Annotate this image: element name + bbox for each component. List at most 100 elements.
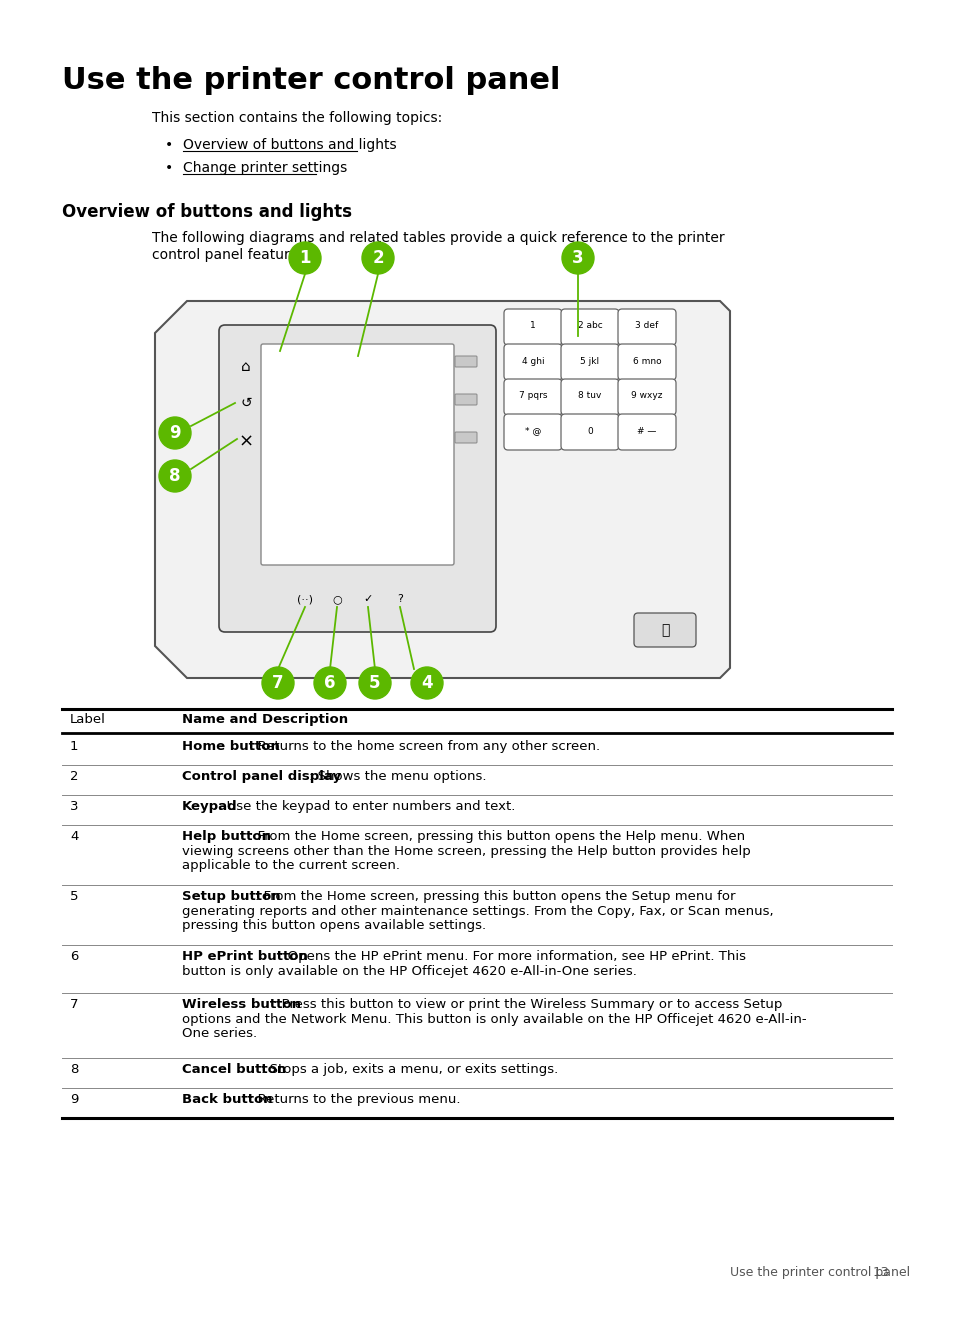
Text: ⌂: ⌂ [241,359,251,374]
Text: 4: 4 [70,830,78,843]
Text: : From the Home screen, pressing this button opens the Help menu. When: : From the Home screen, pressing this bu… [249,830,744,843]
Text: Overview of buttons and lights: Overview of buttons and lights [183,137,396,152]
Text: ○: ○ [332,594,341,604]
Text: 9 wxyz: 9 wxyz [631,391,662,400]
Text: Name and Description: Name and Description [182,713,348,727]
Text: This section contains the following topics:: This section contains the following topi… [152,111,442,125]
Text: 7: 7 [70,997,78,1011]
Text: pressing this button opens available settings.: pressing this button opens available set… [182,919,486,933]
Text: * @: * @ [524,427,540,436]
Text: Use the printer control panel: Use the printer control panel [62,66,560,95]
FancyBboxPatch shape [560,309,618,345]
FancyBboxPatch shape [560,413,618,450]
FancyBboxPatch shape [455,394,476,406]
Text: viewing screens other than the Home screen, pressing the Help button provides he: viewing screens other than the Home scre… [182,844,750,857]
Text: ×: × [238,433,253,450]
Text: 3: 3 [70,801,78,812]
FancyBboxPatch shape [634,613,696,647]
Text: : Press this button to view or print the Wireless Summary or to access Setup: : Press this button to view or print the… [273,997,781,1011]
FancyBboxPatch shape [503,379,561,415]
Text: : Returns to the previous menu.: : Returns to the previous menu. [249,1092,459,1106]
Text: ⏻: ⏻ [660,624,668,637]
Text: : Use the keypad to enter numbers and text.: : Use the keypad to enter numbers and te… [218,801,516,812]
Text: 4 ghi: 4 ghi [521,357,544,366]
Text: 1: 1 [70,740,78,753]
Text: 5: 5 [70,890,78,904]
Polygon shape [154,301,729,678]
Text: 4: 4 [420,674,433,692]
Text: generating reports and other maintenance settings. From the Copy, Fax, or Scan m: generating reports and other maintenance… [182,905,773,918]
Text: ✓: ✓ [363,594,373,604]
Text: Cancel button: Cancel button [182,1063,286,1077]
FancyBboxPatch shape [261,343,454,565]
Text: The following diagrams and related tables provide a quick reference to the print: The following diagrams and related table… [152,231,724,244]
Text: 6 mno: 6 mno [632,357,660,366]
FancyBboxPatch shape [455,432,476,443]
Text: 2: 2 [372,248,383,267]
Circle shape [314,667,346,699]
Text: ?: ? [396,594,402,604]
FancyBboxPatch shape [560,379,618,415]
Text: button is only available on the HP Officejet 4620 e-All-in-One series.: button is only available on the HP Offic… [182,964,637,978]
Text: 2 abc: 2 abc [577,321,601,330]
Circle shape [262,667,294,699]
Text: 7 pqrs: 7 pqrs [518,391,547,400]
FancyBboxPatch shape [455,355,476,367]
Text: 2: 2 [70,770,78,783]
Text: ↺: ↺ [240,396,252,410]
Text: control panel features.: control panel features. [152,248,309,262]
FancyBboxPatch shape [503,343,561,380]
Text: Keypad: Keypad [182,801,237,812]
Text: # —: # — [637,427,656,436]
Text: Wireless button: Wireless button [182,997,301,1011]
FancyBboxPatch shape [618,379,676,415]
Text: 0: 0 [586,427,592,436]
Text: 13: 13 [872,1266,889,1279]
Text: 3 def: 3 def [635,321,658,330]
Text: Help button: Help button [182,830,271,843]
Text: : Opens the HP ePrint menu. For more information, see HP ePrint. This: : Opens the HP ePrint menu. For more inf… [278,950,745,963]
FancyBboxPatch shape [560,343,618,380]
Text: 1: 1 [530,321,536,330]
Text: •: • [165,137,173,152]
Text: Home button: Home button [182,740,279,753]
FancyBboxPatch shape [219,325,496,631]
Circle shape [159,460,191,491]
Text: 7: 7 [272,674,283,692]
Text: applicable to the current screen.: applicable to the current screen. [182,859,399,872]
FancyBboxPatch shape [503,309,561,345]
Text: 8 tuv: 8 tuv [578,391,601,400]
FancyBboxPatch shape [503,413,561,450]
Text: Overview of buttons and lights: Overview of buttons and lights [62,203,352,221]
Circle shape [159,417,191,449]
Text: Change printer settings: Change printer settings [183,161,347,174]
Circle shape [361,242,394,273]
Text: Label: Label [70,713,106,727]
FancyBboxPatch shape [618,343,676,380]
Text: •: • [165,161,173,174]
Text: Control panel display: Control panel display [182,770,341,783]
Text: One series.: One series. [182,1026,257,1040]
Text: Use the printer control panel: Use the printer control panel [729,1266,909,1279]
Text: 3: 3 [572,248,583,267]
Text: (··): (··) [296,594,313,604]
FancyBboxPatch shape [618,413,676,450]
Circle shape [561,242,594,273]
Text: Setup button: Setup button [182,890,280,904]
Text: HP ePrint button: HP ePrint button [182,950,308,963]
Text: 9: 9 [70,1092,78,1106]
Circle shape [289,242,320,273]
Text: 9: 9 [169,424,181,443]
Text: 5 jkl: 5 jkl [579,357,598,366]
FancyBboxPatch shape [618,309,676,345]
Text: Back button: Back button [182,1092,273,1106]
Text: 6: 6 [324,674,335,692]
Text: : Returns to the home screen from any other screen.: : Returns to the home screen from any ot… [249,740,599,753]
Text: 8: 8 [70,1063,78,1077]
Text: 5: 5 [369,674,380,692]
Text: : Shows the menu options.: : Shows the menu options. [309,770,486,783]
Text: : Stops a job, exits a menu, or exits settings.: : Stops a job, exits a menu, or exits se… [260,1063,558,1077]
Circle shape [411,667,442,699]
Circle shape [358,667,391,699]
Text: 1: 1 [299,248,311,267]
